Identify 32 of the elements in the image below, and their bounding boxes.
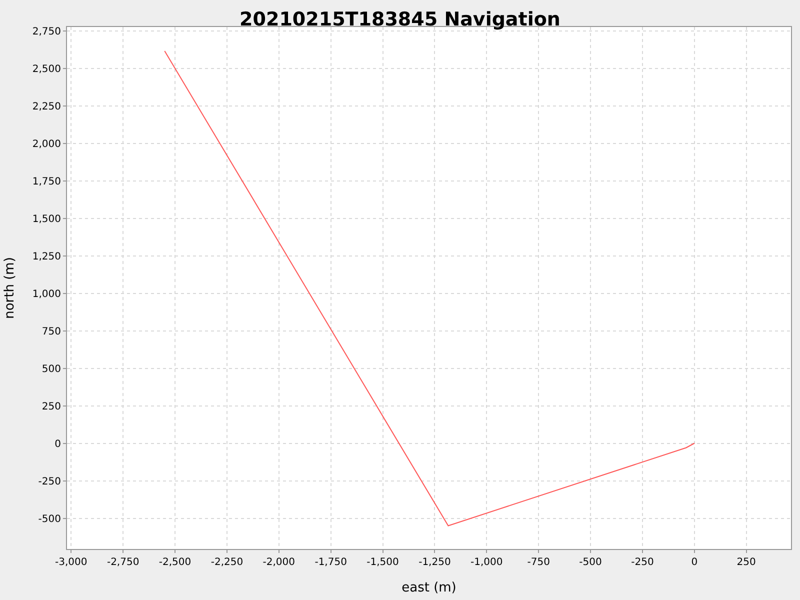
y-tick-label: 250: [42, 401, 61, 412]
line-series: [164, 50, 695, 526]
y-tick-label: 0: [54, 438, 61, 450]
y-tick-label: 1,000: [32, 288, 61, 300]
y-tick-label: -250: [38, 476, 61, 488]
y-tick-label: 750: [42, 326, 61, 338]
x-tick-label: 0: [691, 557, 698, 568]
x-tick-label: -1,750: [314, 557, 347, 568]
x-tick-label: -250: [631, 557, 654, 568]
y-tick-label: 1,750: [32, 176, 61, 188]
x-tick-label: -750: [527, 557, 550, 568]
x-tick-label: -500: [579, 557, 602, 568]
chart-title: 20210215T183845 Navigation: [240, 8, 560, 30]
x-tick-label: -3,000: [55, 557, 88, 568]
y-axis-title: north (m): [2, 257, 18, 319]
y-tick-label: -500: [38, 514, 61, 525]
x-axis-title: east (m): [402, 580, 456, 596]
y-tick-label: 2,750: [32, 26, 61, 38]
x-tick-label: -1,500: [366, 557, 399, 568]
y-tick-label: 1,250: [32, 251, 61, 262]
y-tick-label: 500: [42, 364, 61, 375]
x-tick-label: -2,750: [106, 557, 140, 568]
y-tick-label: 2,250: [32, 101, 61, 112]
x-tick-label: -1,250: [418, 557, 451, 568]
y-tick-label: 2,500: [32, 64, 61, 75]
y-tick-label: 2,000: [32, 138, 61, 150]
x-tick-label: -2,250: [210, 557, 244, 568]
x-tick-label: -2,000: [262, 557, 296, 568]
x-tick-label: -1,000: [470, 557, 503, 568]
x-tick-label: 250: [736, 557, 756, 568]
x-tick-label: -2,500: [158, 557, 192, 568]
y-tick-label: 1,500: [32, 214, 61, 225]
